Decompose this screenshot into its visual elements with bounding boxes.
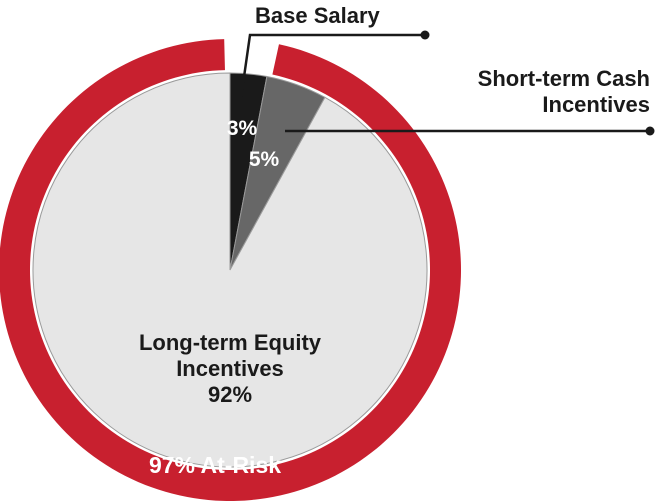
leader-dot: [420, 30, 430, 40]
value-label: 3%: [227, 117, 258, 140]
wedge-group: [32, 72, 428, 468]
slice-label: Short-term Cash Incentives: [477, 66, 650, 117]
leader-dot: [645, 126, 655, 136]
leader-line: [238, 33, 425, 106]
slice-label-block: Long-term Equity Incentives 92%: [90, 330, 370, 408]
slice-label: Base Salary: [255, 3, 380, 28]
value-label: 92%: [207, 382, 253, 407]
value-label: 5%: [249, 148, 280, 171]
pie-slice: [32, 72, 428, 468]
ring-label: 97% At-Risk: [149, 452, 281, 478]
slice-label: Long-term Equity Incentives: [138, 330, 322, 381]
